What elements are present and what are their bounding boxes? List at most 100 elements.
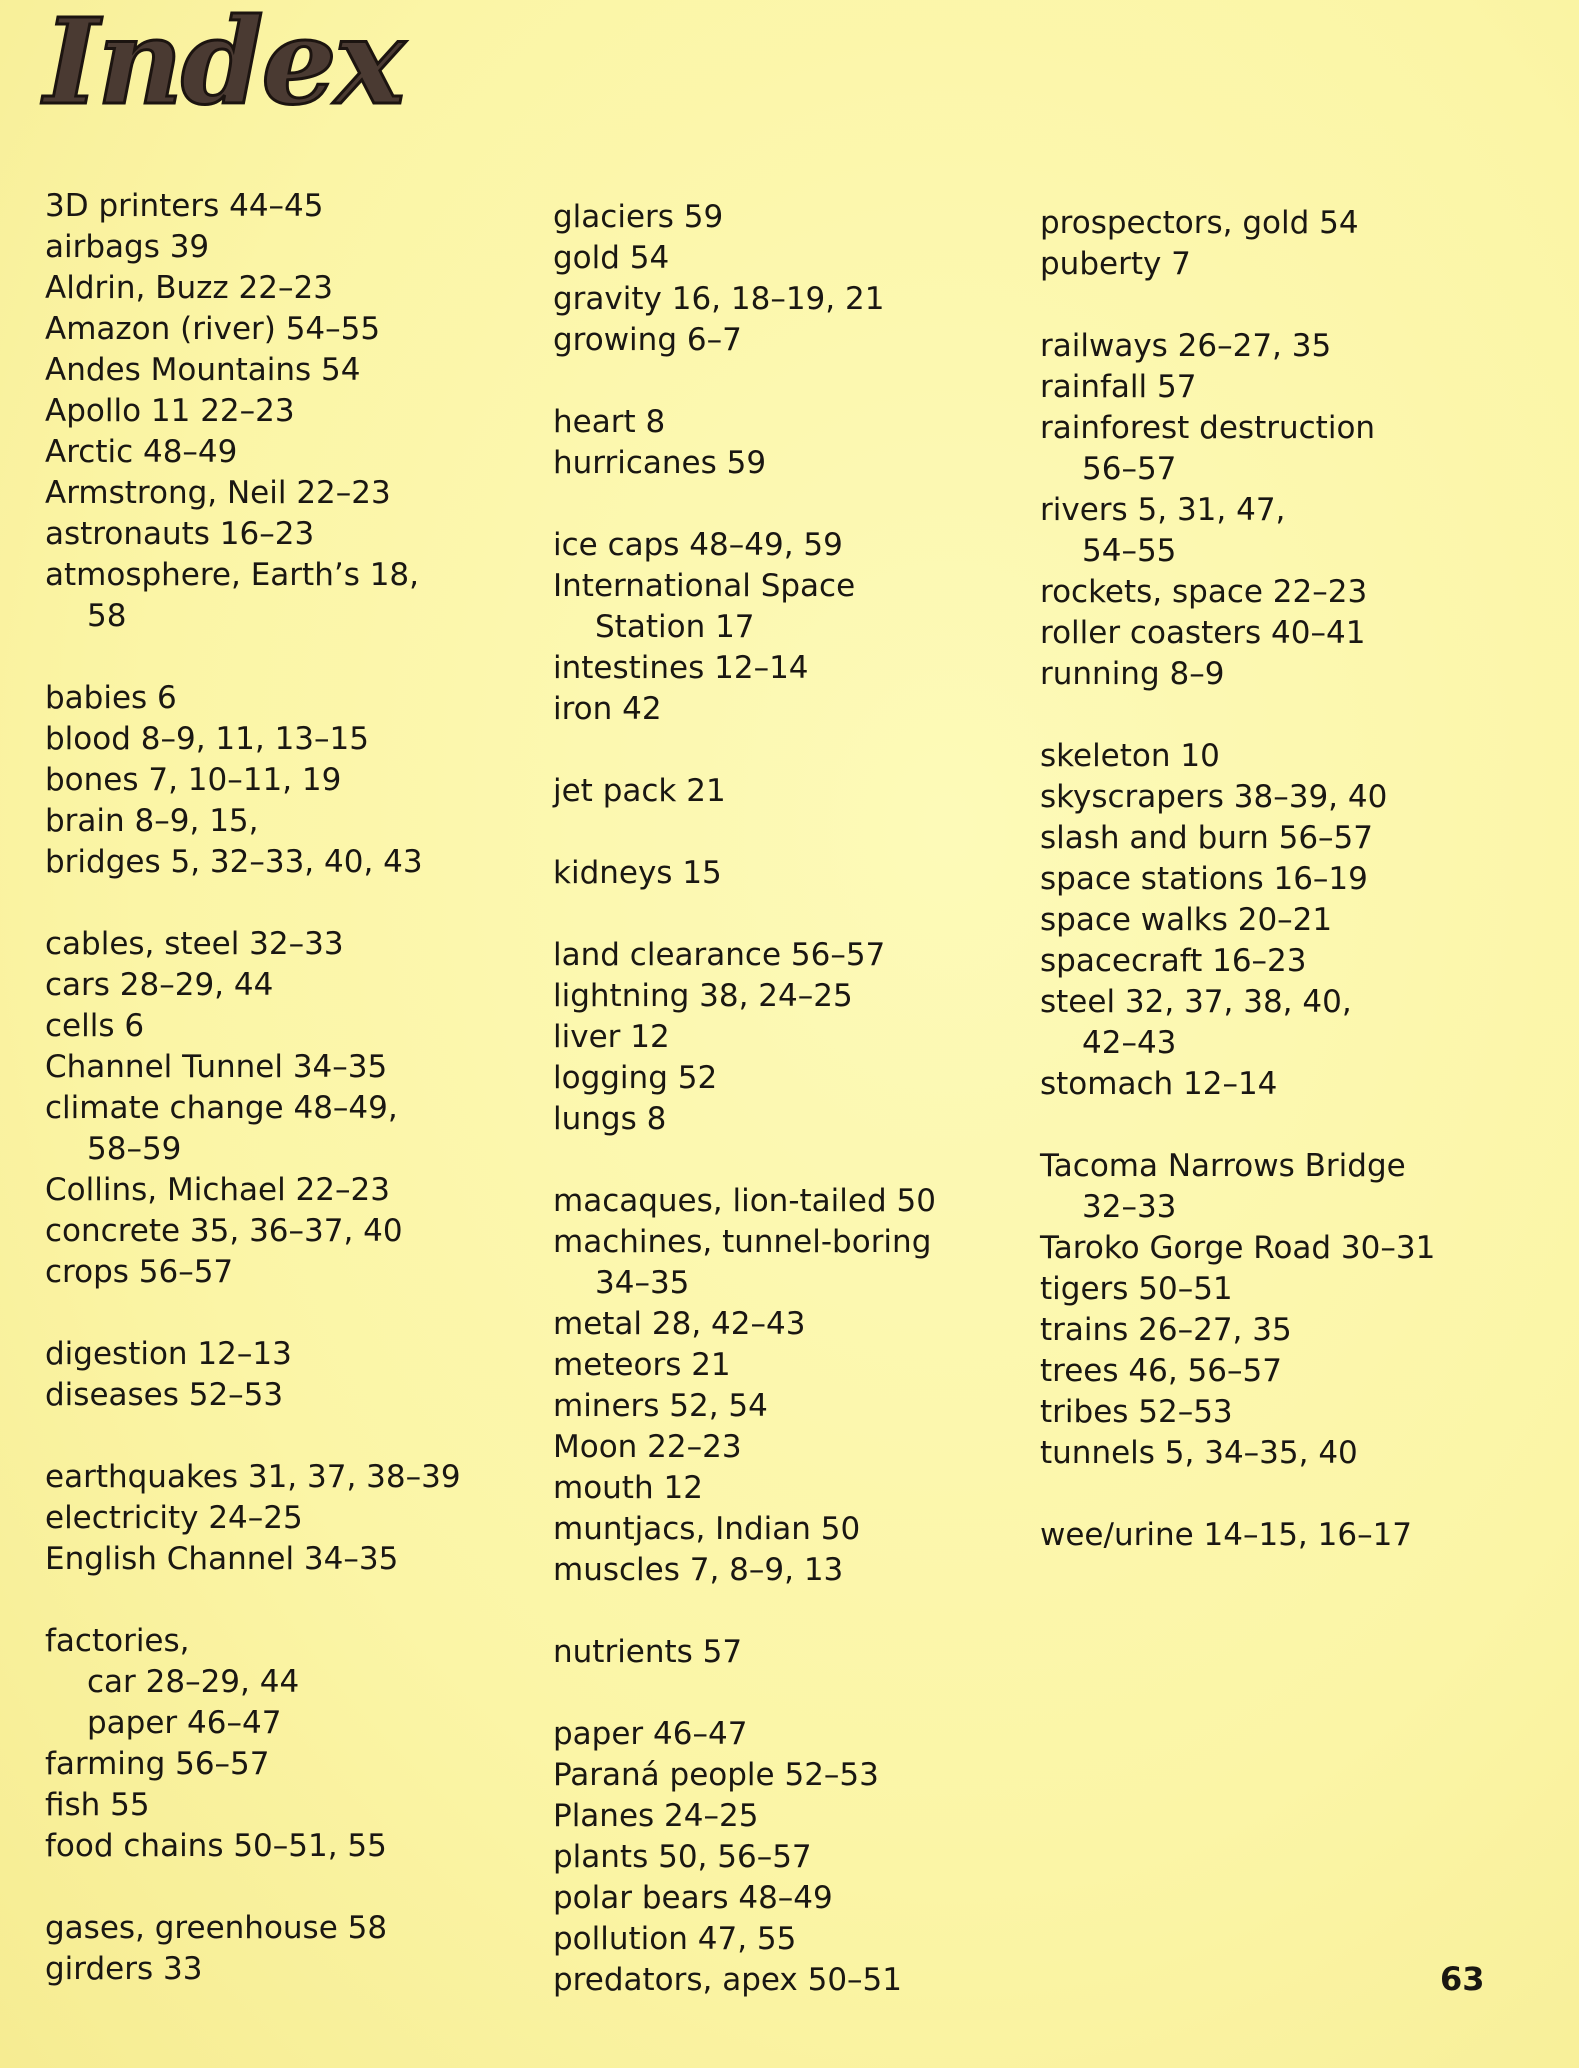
index-entry-continuation: 54–55 xyxy=(1082,533,1177,569)
index-group: kidneys 15 xyxy=(553,853,936,894)
index-entry-text: kidneys 15 xyxy=(553,855,722,891)
index-entry: land clearance 56–57 xyxy=(553,935,936,976)
index-group: prospectors, gold 54 puberty 7 xyxy=(1040,203,1435,285)
index-entry: muscles 7, 8–9, 13 xyxy=(553,1550,936,1591)
index-entry-text: Amazon (river) 54–55 xyxy=(45,311,381,347)
index-entry-text: tribes 52–53 xyxy=(1040,1394,1233,1430)
index-group: nutrients 57 xyxy=(553,1632,936,1673)
index-group: macaques, lion-tailed 50 machines, tunnel… xyxy=(553,1181,936,1591)
index-entry: skyscrapers 38–39, 40 xyxy=(1040,777,1435,818)
index-entry: earthquakes 31, 37, 38–39 xyxy=(45,1457,461,1498)
index-entry-text: nutrients 57 xyxy=(553,1634,743,1670)
index-group: digestion 12–13 diseases 52–53 xyxy=(45,1334,461,1416)
index-entry: cars 28–29, 44 xyxy=(45,965,461,1006)
index-entry-text: brain 8–9, 15, xyxy=(45,803,259,839)
index-entry-text: jet pack 21 xyxy=(553,773,726,809)
index-entry-text: pollution 47, 55 xyxy=(553,1921,797,1957)
index-entry: Moon 22–23 xyxy=(553,1427,936,1468)
index-entry-text: lungs 8 xyxy=(553,1101,667,1137)
index-entry: skeleton 10 xyxy=(1040,736,1435,777)
index-entry-text: prospectors, gold 54 xyxy=(1040,205,1359,241)
index-entry: car 28–29, 44 xyxy=(45,1662,461,1703)
index-entry-text: factories, xyxy=(45,1623,190,1659)
index-entry: rivers 5, 31, 47, 54–55 xyxy=(1040,490,1435,572)
index-entry: running 8–9 xyxy=(1040,654,1435,695)
index-entry: intestines 12–14 xyxy=(553,648,936,689)
index-entry-continuation: 34–35 xyxy=(595,1265,690,1301)
index-entry-text: diseases 52–53 xyxy=(45,1377,284,1413)
index-entry: English Channel 34–35 xyxy=(45,1539,461,1580)
index-entry: bridges 5, 32–33, 40, 43 xyxy=(45,842,461,883)
index-entry: heart 8 xyxy=(553,402,936,443)
index-entry-continuation: paper 46–47 xyxy=(87,1705,282,1741)
index-entry-continuation: 58 xyxy=(87,598,127,634)
index-entry-text: puberty 7 xyxy=(1040,246,1191,282)
index-entry-text: tunnels 5, 34–35, 40 xyxy=(1040,1435,1358,1471)
index-entry: gases, greenhouse 58 xyxy=(45,1908,461,1949)
index-column-3: prospectors, gold 54 puberty 7 railways 26… xyxy=(1040,203,1435,1597)
index-entry: Tacoma Narrows Bridge 32–33 xyxy=(1040,1146,1435,1228)
index-entry: Planes 24–25 xyxy=(553,1796,936,1837)
index-entry-text: cables, steel 32–33 xyxy=(45,926,344,962)
index-entry-text: roller coasters 40–41 xyxy=(1040,615,1366,651)
index-entry-text: electricity 24–25 xyxy=(45,1500,303,1536)
index-entry: puberty 7 xyxy=(1040,244,1435,285)
index-entry-text: logging 52 xyxy=(553,1060,718,1096)
index-entry-text: gravity 16, 18–19, 21 xyxy=(553,281,885,317)
index-entry: airbags 39 xyxy=(45,227,461,268)
index-entry: digestion 12–13 xyxy=(45,1334,461,1375)
index-entry-text: steel 32, 37, 38, 40, xyxy=(1040,984,1352,1020)
index-entry-text: Taroko Gorge Road 30–31 xyxy=(1040,1230,1436,1266)
index-entry-continuation: 56–57 xyxy=(1082,451,1177,487)
index-entry: pollution 47, 55 xyxy=(553,1919,936,1960)
index-entry: Paraná people 52–53 xyxy=(553,1755,936,1796)
index-entry-text: blood 8–9, 11, 13–15 xyxy=(45,721,369,757)
index-entry: glaciers 59 xyxy=(553,197,936,238)
index-entry: food chains 50–51, 55 xyxy=(45,1826,461,1867)
index-entry: kidneys 15 xyxy=(553,853,936,894)
index-group: earthquakes 31, 37, 38–39 electricity 24–… xyxy=(45,1457,461,1580)
index-entry-text: babies 6 xyxy=(45,680,177,716)
index-entry-text: cells 6 xyxy=(45,1008,145,1044)
index-entry: Armstrong, Neil 22–23 xyxy=(45,473,461,514)
index-entry: wee/urine 14–15, 16–17 xyxy=(1040,1515,1435,1556)
index-entry: prospectors, gold 54 xyxy=(1040,203,1435,244)
index-entry: gravity 16, 18–19, 21 xyxy=(553,279,936,320)
index-entry: tribes 52–53 xyxy=(1040,1392,1435,1433)
index-column-1: 3D printers 44–45 airbags 39 Aldrin, Buzz … xyxy=(45,186,461,2031)
index-entry-text: Andes Mountains 54 xyxy=(45,352,361,388)
index-entry: spacecraft 16–23 xyxy=(1040,941,1435,982)
index-entry: factories, xyxy=(45,1621,461,1662)
index-entry: blood 8–9, 11, 13–15 xyxy=(45,719,461,760)
index-entry-text: Channel Tunnel 34–35 xyxy=(45,1049,388,1085)
index-entry: mouth 12 xyxy=(553,1468,936,1509)
index-group: 3D printers 44–45 airbags 39 Aldrin, Buzz … xyxy=(45,186,461,637)
index-entry-text: trees 46, 56–57 xyxy=(1040,1353,1282,1389)
index-entry: atmosphere, Earth’s 18, 58 xyxy=(45,555,461,637)
index-entry: diseases 52–53 xyxy=(45,1375,461,1416)
index-entry: logging 52 xyxy=(553,1058,936,1099)
index-column-2: glaciers 59 gold 54 gravity 16, 18–19, 21 g… xyxy=(553,197,936,2042)
index-group: cables, steel 32–33 cars 28–29, 44 cells 6… xyxy=(45,924,461,1293)
index-entry-text: railways 26–27, 35 xyxy=(1040,328,1332,364)
index-entry-text: International Space xyxy=(553,568,856,604)
index-entry: fish 55 xyxy=(45,1785,461,1826)
index-entry-text: paper 46–47 xyxy=(553,1716,748,1752)
index-group: babies 6 blood 8–9, 11, 13–15 bones 7, 10–… xyxy=(45,678,461,883)
index-group: railways 26–27, 35 rainfall 57 rainforest … xyxy=(1040,326,1435,695)
index-group: gases, greenhouse 58 girders 33 xyxy=(45,1908,461,1990)
index-entry-text: airbags 39 xyxy=(45,229,210,265)
index-entry: stomach 12–14 xyxy=(1040,1064,1435,1105)
index-entry: concrete 35, 36–37, 40 xyxy=(45,1211,461,1252)
index-entry: Amazon (river) 54–55 xyxy=(45,309,461,350)
index-entry: liver 12 xyxy=(553,1017,936,1058)
index-entry-continuation: 42–43 xyxy=(1082,1025,1177,1061)
index-entry: railways 26–27, 35 xyxy=(1040,326,1435,367)
index-entry: rainfall 57 xyxy=(1040,367,1435,408)
index-entry: plants 50, 56–57 xyxy=(553,1837,936,1878)
index-entry-text: bones 7, 10–11, 19 xyxy=(45,762,342,798)
index-entry: tunnels 5, 34–35, 40 xyxy=(1040,1433,1435,1474)
index-entry-text: iron 42 xyxy=(553,691,662,727)
index-entry: predators, apex 50–51 xyxy=(553,1960,936,2001)
index-entry: jet pack 21 xyxy=(553,771,936,812)
